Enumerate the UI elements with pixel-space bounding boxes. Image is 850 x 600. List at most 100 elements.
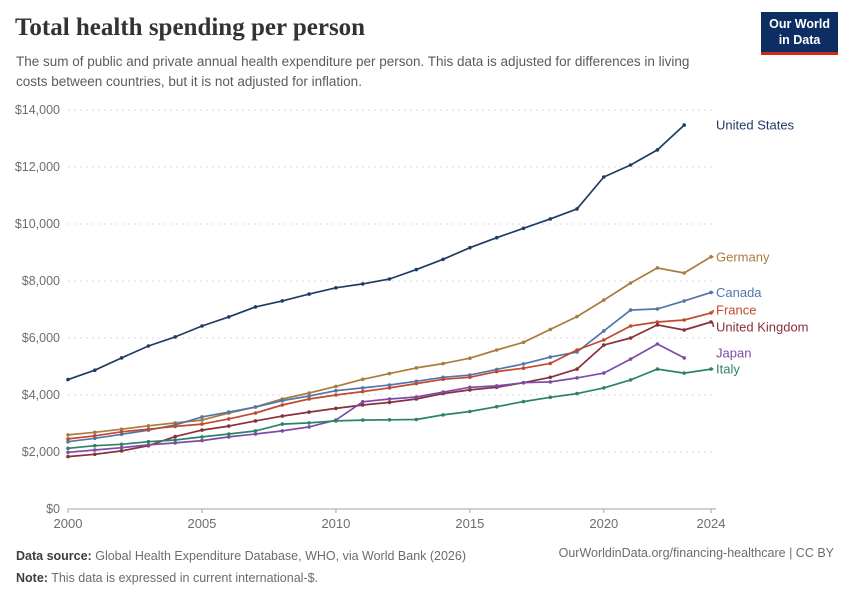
data-point[interactable] — [334, 388, 338, 393]
data-point[interactable] — [709, 254, 713, 259]
data-point[interactable] — [441, 413, 445, 417]
data-point[interactable] — [602, 371, 606, 375]
data-point[interactable] — [253, 411, 258, 415]
data-point[interactable] — [66, 439, 70, 444]
data-point[interactable] — [602, 343, 606, 347]
data-point[interactable] — [119, 430, 124, 434]
data-point[interactable] — [468, 385, 472, 390]
data-point[interactable] — [146, 344, 151, 348]
data-point[interactable] — [360, 377, 365, 382]
data-point[interactable] — [655, 307, 660, 311]
series-france[interactable]: France — [66, 302, 756, 441]
data-point[interactable] — [414, 395, 419, 399]
data-point[interactable] — [628, 336, 633, 340]
data-point[interactable] — [146, 427, 151, 432]
data-point[interactable] — [575, 367, 579, 371]
data-point[interactable] — [682, 271, 686, 275]
series-line-united-states[interactable] — [67, 124, 686, 381]
data-point[interactable] — [521, 340, 526, 345]
data-point[interactable] — [602, 338, 606, 342]
data-point[interactable] — [521, 362, 526, 366]
data-point[interactable] — [494, 235, 499, 240]
data-point[interactable] — [548, 355, 553, 359]
data-point[interactable] — [173, 434, 177, 439]
data-point[interactable] — [387, 386, 392, 390]
data-point[interactable] — [227, 432, 231, 436]
data-point[interactable] — [494, 384, 499, 388]
data-point[interactable] — [548, 395, 553, 400]
data-point[interactable] — [360, 403, 365, 407]
data-point[interactable] — [307, 292, 311, 296]
data-point[interactable] — [93, 443, 97, 448]
data-point[interactable] — [441, 377, 445, 382]
data-point[interactable] — [628, 163, 633, 167]
data-point[interactable] — [682, 299, 686, 303]
data-point[interactable] — [682, 356, 686, 360]
data-point[interactable] — [414, 381, 419, 386]
data-point[interactable] — [441, 361, 445, 366]
data-point[interactable] — [334, 286, 338, 290]
data-point[interactable] — [334, 393, 338, 397]
data-point[interactable] — [602, 386, 606, 390]
data-point[interactable] — [521, 226, 526, 231]
data-point[interactable] — [200, 324, 204, 328]
data-point[interactable] — [307, 397, 311, 401]
data-point[interactable] — [682, 123, 686, 127]
data-point[interactable] — [709, 320, 713, 324]
data-point[interactable] — [628, 378, 633, 382]
data-point[interactable] — [253, 405, 258, 409]
data-point[interactable] — [575, 207, 579, 211]
data-point[interactable] — [360, 400, 365, 404]
data-point[interactable] — [227, 410, 231, 414]
data-point[interactable] — [146, 424, 151, 428]
data-point[interactable] — [387, 383, 392, 387]
data-point[interactable] — [119, 427, 124, 432]
data-point[interactable] — [119, 432, 124, 437]
data-point[interactable] — [93, 430, 97, 435]
data-point[interactable] — [93, 448, 97, 452]
data-point[interactable] — [414, 366, 419, 370]
data-point[interactable] — [521, 366, 526, 371]
data-point[interactable] — [468, 388, 472, 392]
data-point[interactable] — [146, 443, 151, 447]
data-point[interactable] — [280, 403, 285, 407]
data-point[interactable] — [548, 217, 553, 221]
data-point[interactable] — [360, 418, 365, 422]
data-point[interactable] — [548, 361, 553, 366]
data-point[interactable] — [280, 429, 285, 433]
data-point[interactable] — [173, 335, 177, 339]
data-point[interactable] — [334, 406, 338, 411]
data-point[interactable] — [387, 371, 392, 376]
data-point[interactable] — [602, 298, 606, 302]
data-point[interactable] — [200, 415, 204, 419]
data-point[interactable] — [173, 424, 177, 429]
data-point[interactable] — [521, 380, 526, 385]
data-point[interactable] — [360, 389, 365, 394]
data-point[interactable] — [173, 441, 177, 445]
data-point[interactable] — [414, 417, 419, 422]
data-point[interactable] — [655, 342, 660, 346]
data-point[interactable] — [602, 329, 606, 333]
data-point[interactable] — [253, 305, 258, 309]
data-point[interactable] — [119, 449, 124, 453]
data-point[interactable] — [521, 399, 526, 404]
data-point[interactable] — [200, 422, 204, 426]
data-point[interactable] — [119, 356, 124, 360]
data-point[interactable] — [441, 390, 445, 394]
data-point[interactable] — [360, 386, 365, 390]
data-point[interactable] — [387, 418, 392, 422]
data-point[interactable] — [655, 266, 660, 270]
data-point[interactable] — [307, 421, 311, 425]
series-label-japan[interactable]: Japan — [716, 345, 751, 360]
data-point[interactable] — [468, 375, 472, 380]
data-point[interactable] — [575, 391, 579, 396]
data-point[interactable] — [253, 429, 258, 433]
data-point[interactable] — [146, 439, 151, 444]
data-point[interactable] — [682, 328, 686, 332]
data-point[interactable] — [66, 446, 70, 451]
data-point[interactable] — [575, 348, 579, 352]
data-point[interactable] — [253, 432, 258, 436]
data-point[interactable] — [548, 375, 553, 380]
data-point[interactable] — [655, 148, 660, 152]
